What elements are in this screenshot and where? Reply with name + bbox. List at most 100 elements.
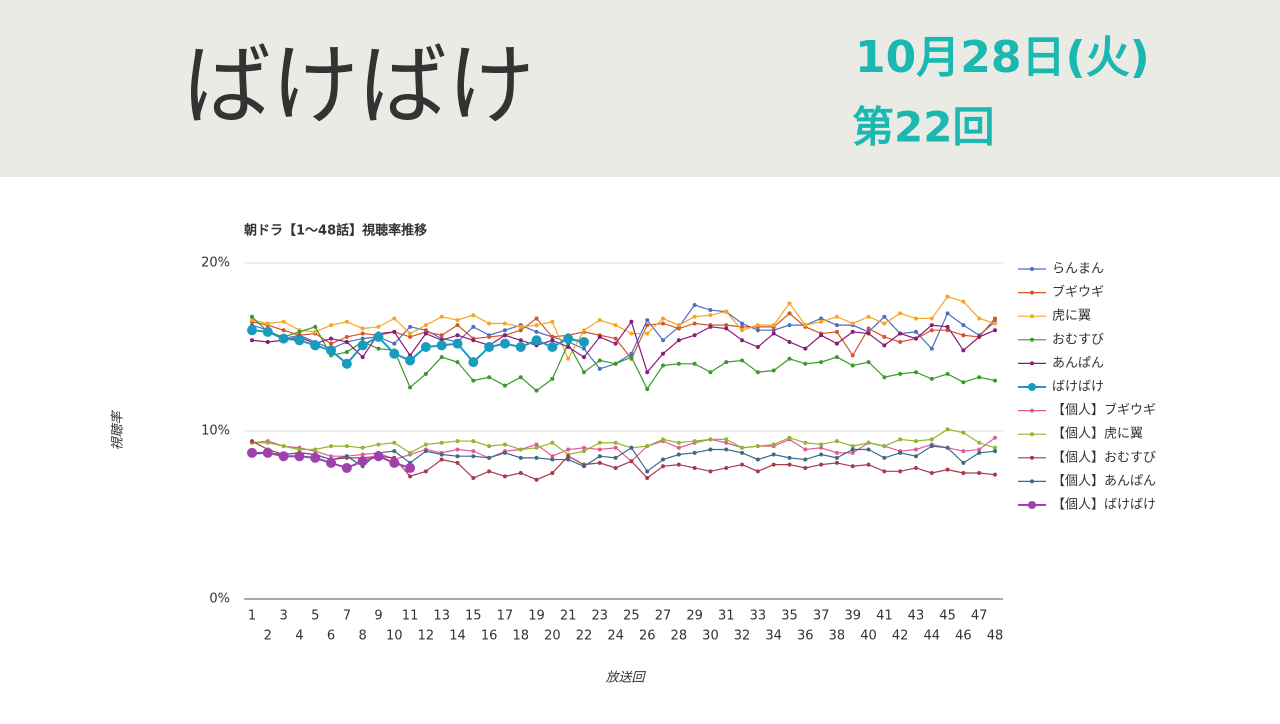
data-point [597, 334, 602, 339]
data-point [834, 450, 839, 455]
data-point [629, 331, 634, 336]
data-point [297, 329, 302, 334]
data-point [898, 331, 903, 336]
data-point [420, 342, 431, 352]
data-point [597, 440, 602, 445]
x-tick-label: 42 [892, 629, 909, 644]
data-point [278, 451, 289, 462]
data-point [581, 346, 586, 351]
data-point [850, 353, 855, 358]
data-point [423, 442, 428, 447]
data-point [771, 442, 776, 447]
data-point [484, 342, 495, 352]
data-point [471, 476, 476, 481]
data-point [834, 460, 839, 465]
data-point [329, 323, 334, 328]
data-point [360, 326, 365, 331]
data-point [376, 442, 381, 447]
data-point [250, 439, 254, 444]
data-point [945, 371, 950, 376]
data-point [376, 346, 381, 351]
data-point [550, 376, 555, 381]
data-point [265, 440, 270, 445]
data-point [708, 313, 713, 318]
data-point [326, 345, 337, 356]
data-point [740, 358, 745, 363]
data-point [439, 440, 444, 445]
data-point [661, 363, 666, 368]
x-tick-label: 16 [481, 629, 498, 644]
data-point [326, 457, 337, 468]
data-point [898, 469, 903, 474]
data-point [676, 452, 681, 457]
data-point [294, 451, 305, 462]
data-point [392, 341, 397, 346]
data-point [692, 465, 697, 470]
x-axis-title: 放送回 [605, 671, 646, 686]
data-point [945, 427, 950, 432]
data-point [613, 323, 618, 328]
data-point [803, 440, 808, 445]
data-point [360, 331, 365, 336]
data-point [755, 323, 760, 328]
data-point [961, 380, 966, 385]
data-point [455, 333, 460, 338]
data-point [597, 454, 602, 459]
data-point [439, 452, 444, 457]
data-point [357, 456, 368, 467]
data-point [850, 329, 855, 334]
data-point [502, 333, 507, 338]
data-point [993, 328, 997, 333]
x-tick-label: 40 [860, 629, 877, 644]
data-point [787, 455, 792, 460]
x-tick-label: 17 [497, 609, 514, 624]
legend-marker [1030, 479, 1034, 484]
data-point [850, 450, 855, 455]
data-point [471, 449, 476, 454]
legend-label: 【個人】おむすび [1052, 450, 1156, 465]
data-point [771, 462, 776, 467]
data-point [455, 454, 460, 459]
data-point [724, 360, 729, 365]
data-point [929, 437, 934, 442]
data-point [898, 437, 903, 442]
x-tick-label: 46 [955, 629, 972, 644]
data-point [898, 339, 903, 344]
legend-marker [1030, 432, 1034, 437]
data-point [518, 338, 523, 343]
data-point [250, 314, 254, 319]
data-point [645, 331, 650, 336]
data-point [597, 318, 602, 323]
data-point [518, 455, 523, 460]
data-point [471, 454, 476, 459]
data-point [771, 331, 776, 336]
data-point [439, 314, 444, 319]
y-tick-label: 20% [201, 256, 230, 271]
data-point [708, 308, 713, 313]
data-point [613, 455, 618, 460]
data-point [534, 455, 539, 460]
data-point [563, 333, 574, 344]
data-point [724, 440, 729, 445]
series-line [251, 316, 996, 392]
x-tick-label: 4 [295, 629, 303, 644]
data-point [787, 301, 792, 306]
y-axis-title: 視聴率 [110, 410, 126, 451]
data-point [408, 334, 413, 339]
data-point [250, 318, 254, 323]
data-point [408, 324, 413, 329]
legend-marker [1030, 408, 1034, 413]
data-point [898, 311, 903, 316]
data-point [676, 440, 681, 445]
data-point [423, 371, 428, 376]
data-point [913, 447, 918, 452]
data-point [629, 351, 634, 356]
data-point [787, 339, 792, 344]
data-point [262, 326, 273, 337]
data-point [755, 345, 760, 349]
data-point [977, 334, 982, 339]
data-point [850, 363, 855, 368]
legend-marker [1028, 383, 1036, 391]
data-point [771, 328, 776, 333]
data-point [834, 323, 839, 328]
